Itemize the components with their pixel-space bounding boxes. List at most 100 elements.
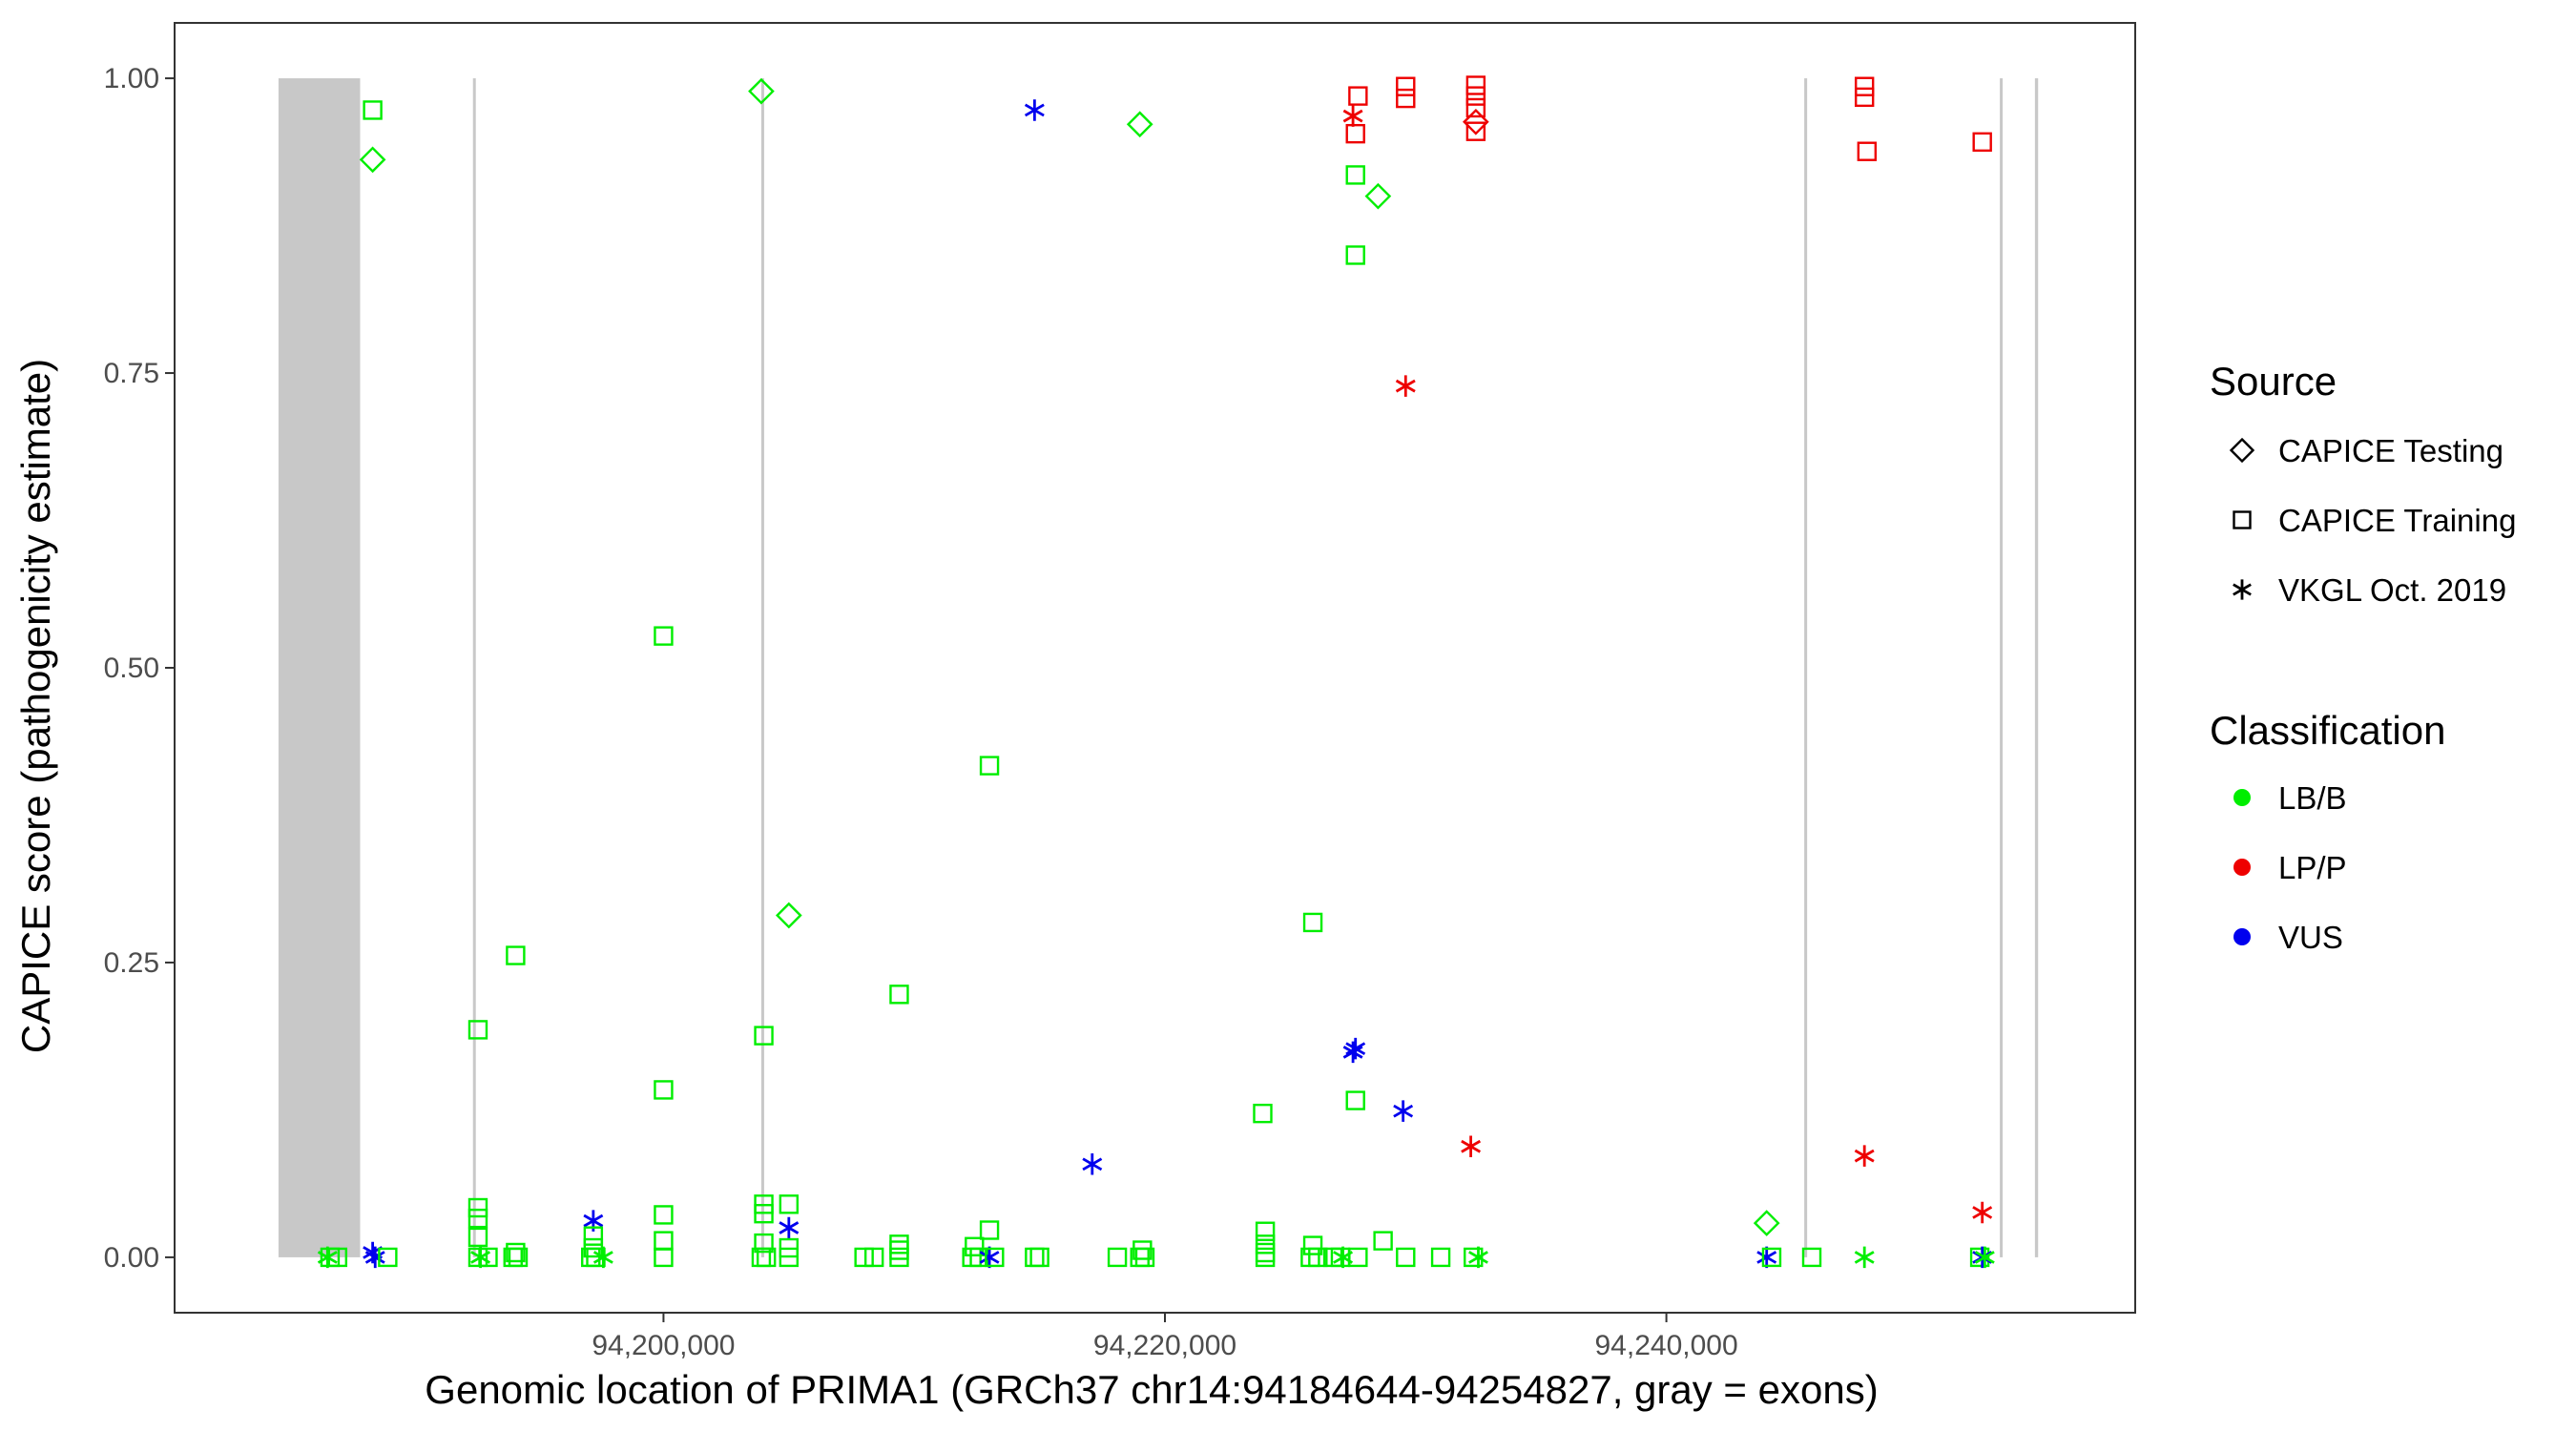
x-axis: 94,200,000 94,220,000 94,240,000 <box>592 1313 1738 1361</box>
data-point <box>1345 1037 1366 1060</box>
data-point <box>1345 123 1365 144</box>
legend: Source CAPICE Testing CAPICE Training VKGL … <box>2210 359 2516 955</box>
data-point <box>985 1247 1005 1268</box>
data-point <box>779 1216 800 1239</box>
data-point <box>1464 1247 1484 1268</box>
data-point <box>979 1220 1000 1240</box>
x-axis-title: Genomic location of PRIMA1 (GRCh37 chr14… <box>425 1367 1878 1412</box>
legend-title-classification: Classification <box>2210 708 2445 753</box>
data-point <box>965 1236 985 1256</box>
y-tick-label: 0.25 <box>104 947 159 979</box>
data-point <box>979 756 1000 776</box>
data-point <box>1854 76 1875 96</box>
data-point <box>1302 1235 1323 1255</box>
data-point <box>1132 1240 1153 1260</box>
legend-label: LP/P <box>2278 850 2347 885</box>
data-point <box>583 1226 604 1246</box>
data-point <box>1373 1231 1393 1251</box>
data-point <box>378 1247 398 1268</box>
data-point <box>654 1247 674 1268</box>
data-point <box>979 1246 1000 1269</box>
data-point <box>1126 111 1153 138</box>
data-point <box>1463 108 1489 135</box>
legend-key-asterisk <box>2233 579 2252 600</box>
data-point <box>1461 1135 1482 1157</box>
data-point <box>1308 1247 1328 1268</box>
data-point <box>467 1197 488 1218</box>
data-point <box>1342 105 1363 127</box>
data-point <box>467 1020 488 1040</box>
exon-2 <box>472 78 476 1257</box>
data-point <box>1396 88 1416 109</box>
exon-5 <box>2000 78 2004 1257</box>
legend-title-source: Source <box>2210 359 2337 404</box>
data-point <box>754 1233 774 1254</box>
legend-key-dot <box>2233 859 2251 876</box>
data-point <box>1302 912 1323 933</box>
data-point <box>1753 1210 1780 1236</box>
data-point <box>508 1247 529 1268</box>
data-point <box>467 1247 488 1268</box>
data-point <box>1801 1247 1822 1268</box>
data-point <box>779 1247 800 1268</box>
data-point <box>1348 1247 1368 1268</box>
data-point <box>506 945 526 965</box>
data-point <box>654 1080 674 1100</box>
data-point <box>779 1194 800 1214</box>
y-axis-title: CAPICE score (pathogenicity estimate) <box>13 359 58 1053</box>
y-tick-label: 0.50 <box>104 653 159 684</box>
data-point <box>1761 1247 1782 1268</box>
data-point <box>1253 1103 1273 1124</box>
x-tick-label: 94,220,000 <box>1093 1330 1236 1361</box>
data-point <box>1107 1247 1128 1268</box>
data-point <box>1465 121 1486 141</box>
data-point <box>1395 375 1416 397</box>
y-tick-label: 1.00 <box>104 63 159 94</box>
legend-label: CAPICE Training <box>2278 503 2516 538</box>
data-point <box>1857 141 1878 161</box>
data-point <box>1854 87 1875 108</box>
data-point <box>506 1242 526 1263</box>
data-point <box>1082 1153 1103 1175</box>
data-point <box>1024 99 1045 121</box>
data-point <box>754 1203 774 1224</box>
legend-label: LB/B <box>2278 780 2347 816</box>
data-point <box>317 1246 338 1269</box>
legend-key-dot <box>2233 928 2251 945</box>
data-point <box>775 902 802 929</box>
data-point <box>1396 76 1416 96</box>
data-point <box>359 146 386 174</box>
data-point <box>654 626 674 646</box>
exon-6 <box>2034 78 2039 1257</box>
data-point <box>1854 1246 1875 1269</box>
data-point <box>1972 1201 1993 1224</box>
y-tick-label: 0.75 <box>104 358 159 389</box>
data-point <box>1364 182 1392 210</box>
data-point <box>1345 165 1365 185</box>
data-point <box>654 1205 674 1225</box>
data-point <box>1345 245 1365 265</box>
data-point <box>1134 1247 1155 1268</box>
data-point <box>1255 1247 1276 1268</box>
data-point <box>467 1227 488 1248</box>
y-axis: 0.00 0.25 0.50 0.75 1.00 <box>104 63 175 1274</box>
points-layer <box>317 75 1995 1269</box>
exon-3 <box>760 78 764 1257</box>
data-point <box>1969 1247 1990 1268</box>
legend-label: CAPICE Testing <box>2278 433 2503 468</box>
data-point <box>1396 1247 1416 1268</box>
y-tick-label: 0.00 <box>104 1242 159 1274</box>
data-point <box>1465 97 1486 118</box>
legend-key-diamond <box>2229 437 2255 464</box>
data-point <box>1342 1041 1363 1064</box>
data-point <box>1348 86 1368 106</box>
data-point <box>467 1208 488 1229</box>
legend-label: VUS <box>2278 920 2343 955</box>
data-point <box>1345 1090 1365 1110</box>
data-point <box>1029 1247 1049 1268</box>
x-tick-label: 94,200,000 <box>592 1330 735 1361</box>
data-point <box>863 1247 884 1268</box>
data-point <box>592 1246 613 1269</box>
